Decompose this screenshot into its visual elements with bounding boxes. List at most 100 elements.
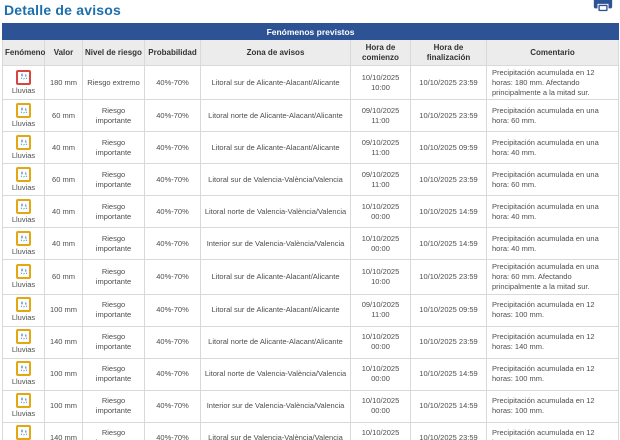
- value-cell: 60 mm: [44, 99, 83, 133]
- start-time-cell: 10/10/2025 10:00: [350, 65, 411, 101]
- comment-cell: Precipitación acumulada en 12 horas: 100…: [486, 357, 619, 391]
- zone-cell: Litoral sur de Valencia-València/Valenci…: [200, 163, 351, 197]
- probability-cell: 40%-70%: [144, 325, 201, 359]
- phenomenon-cell: Lluvias: [2, 357, 45, 391]
- start-time-cell: 10/10/2025 00:00: [350, 195, 411, 229]
- comment-cell: Precipitación acumulada en una hora: 60 …: [486, 163, 619, 197]
- column-header-fenomeno: Fenómeno: [2, 38, 45, 67]
- probability-cell: 40%-70%: [144, 163, 201, 197]
- zone-cell: Litoral norte de Valencia-València/Valen…: [200, 195, 351, 229]
- risk-level-cell: Riesgo importante: [82, 195, 145, 229]
- value-cell: 100 mm: [44, 389, 83, 423]
- printer-icon: [593, 0, 613, 12]
- start-time-cell: 09/10/2025 11:00: [350, 131, 411, 165]
- zone-cell: Litoral sur de Alicante-Alacant/Alicante: [200, 131, 351, 165]
- page-header: Detalle de avisos: [0, 0, 620, 23]
- column-header-probabilidad: Probabilidad: [144, 38, 201, 67]
- risk-level-cell: Riesgo importante: [82, 357, 145, 391]
- zone-cell: Litoral sur de Valencia-València/Valenci…: [200, 421, 351, 440]
- comment-cell: Precipitación acumulada en una hora: 40 …: [486, 227, 619, 261]
- start-time-cell: 10/10/2025 00:00: [350, 357, 411, 391]
- print-button[interactable]: [592, 0, 614, 13]
- phenomenon-label: Lluvias: [11, 151, 36, 161]
- table-row: Lluvias 40 mm Riesgo importante 40%-70% …: [2, 195, 619, 229]
- zone-cell: Litoral norte de Alicante-Alacant/Alican…: [200, 99, 351, 133]
- value-cell: 180 mm: [44, 65, 83, 101]
- phenomenon-label: Lluvias: [11, 409, 36, 419]
- phenomenon-label: Lluvias: [11, 377, 36, 387]
- zone-cell: Interior sur de Valencia-València/Valenc…: [200, 389, 351, 423]
- probability-cell: 40%-70%: [144, 227, 201, 261]
- end-time-cell: 10/10/2025 09:59: [410, 131, 487, 165]
- probability-cell: 40%-70%: [144, 131, 201, 165]
- table-row: Lluvias 60 mm Riesgo importante 40%-70% …: [2, 163, 619, 197]
- rain-warning-icon: [16, 361, 31, 377]
- probability-cell: 40%-70%: [144, 357, 201, 391]
- zone-cell: Litoral sur de Alicante-Alacant/Alicante: [200, 293, 351, 327]
- column-header-row: Fenómeno Valor Nivel de riesgo Probabili…: [2, 38, 619, 67]
- value-cell: 40 mm: [44, 227, 83, 261]
- table-row: Lluvias 40 mm Riesgo importante 40%-70% …: [2, 131, 619, 165]
- risk-level-cell: Riesgo importante: [82, 325, 145, 359]
- end-time-cell: 10/10/2025 23:59: [410, 163, 487, 197]
- table-row: Lluvias 140 mm Riesgo importante 40%-70%…: [2, 325, 619, 359]
- rain-warning-icon: [16, 297, 31, 313]
- rain-warning-icon: [16, 103, 31, 119]
- zone-cell: Litoral sur de Alicante-Alacant/Alicante: [200, 65, 351, 101]
- phenomenon-cell: Lluvias: [2, 99, 45, 133]
- probability-cell: 40%-70%: [144, 421, 201, 440]
- rain-warning-icon: [16, 329, 31, 345]
- column-header-valor: Valor: [44, 38, 83, 67]
- phenomenon-cell: Lluvias: [2, 131, 45, 165]
- table-row: Lluvias 60 mm Riesgo importante 40%-70% …: [2, 99, 619, 133]
- probability-cell: 40%-70%: [144, 99, 201, 133]
- phenomenon-label: Lluvias: [11, 280, 36, 290]
- end-time-cell: 10/10/2025 09:59: [410, 293, 487, 327]
- risk-level-cell: Riesgo importante: [82, 421, 145, 440]
- comment-cell: Precipitación acumulada en una hora: 40 …: [486, 195, 619, 229]
- table-row: Lluvias 40 mm Riesgo importante 40%-70% …: [2, 227, 619, 261]
- phenomenon-cell: Lluvias: [2, 389, 45, 423]
- phenomenon-label: Lluvias: [11, 215, 36, 225]
- phenomenon-cell: Lluvias: [2, 421, 45, 440]
- risk-level-cell: Riesgo importante: [82, 131, 145, 165]
- probability-cell: 40%-70%: [144, 259, 201, 295]
- zone-cell: Litoral norte de Valencia-València/Valen…: [200, 357, 351, 391]
- phenomenon-cell: Lluvias: [2, 325, 45, 359]
- value-cell: 60 mm: [44, 259, 83, 295]
- risk-level-cell: Riesgo importante: [82, 259, 145, 295]
- phenomenon-label: Lluvias: [11, 247, 36, 257]
- rain-warning-icon: [16, 264, 31, 280]
- phenomenon-cell: Lluvias: [2, 163, 45, 197]
- probability-cell: 40%-70%: [144, 293, 201, 327]
- column-header-nivel-de-riesgo: Nivel de riesgo: [82, 38, 145, 67]
- zone-cell: Litoral norte de Alicante-Alacant/Alican…: [200, 325, 351, 359]
- page-title: Detalle de avisos: [4, 2, 122, 18]
- phenomenon-cell: Lluvias: [2, 293, 45, 327]
- comment-cell: Precipitación acumulada en 12 horas: 100…: [486, 389, 619, 423]
- end-time-cell: 10/10/2025 23:59: [410, 65, 487, 101]
- zone-cell: Litoral sur de Alicante-Alacant/Alicante: [200, 259, 351, 295]
- risk-level-cell: Riesgo importante: [82, 99, 145, 133]
- end-time-cell: 10/10/2025 14:59: [410, 227, 487, 261]
- rain-warning-icon: [16, 167, 31, 183]
- rain-warning-icon: [16, 135, 31, 151]
- zone-cell: Interior sur de Valencia-València/Valenc…: [200, 227, 351, 261]
- phenomenon-label: Lluvias: [11, 85, 36, 95]
- column-header-comentario: Comentario: [486, 38, 619, 67]
- column-header-zona-de-avisos: Zona de avisos: [200, 38, 351, 67]
- risk-level-cell: Riesgo extremo: [82, 65, 145, 101]
- end-time-cell: 10/10/2025 23:59: [410, 259, 487, 295]
- warnings-table: Fenómenos previstos Fenómeno Valor Nivel…: [2, 23, 619, 440]
- phenomenon-cell: Lluvias: [2, 195, 45, 229]
- table-row: Lluvias 140 mm Riesgo importante 40%-70%…: [2, 421, 619, 440]
- comment-cell: Precipitación acumulada en 12 horas: 140…: [486, 325, 619, 359]
- probability-cell: 40%-70%: [144, 65, 201, 101]
- rain-warning-icon: [16, 69, 31, 85]
- phenomenon-cell: Lluvias: [2, 65, 45, 101]
- start-time-cell: 09/10/2025 11:00: [350, 163, 411, 197]
- start-time-cell: 10/10/2025 00:00: [350, 389, 411, 423]
- end-time-cell: 10/10/2025 23:59: [410, 99, 487, 133]
- comment-cell: Precipitación acumulada en una hora: 60 …: [486, 99, 619, 133]
- end-time-cell: 10/10/2025 14:59: [410, 357, 487, 391]
